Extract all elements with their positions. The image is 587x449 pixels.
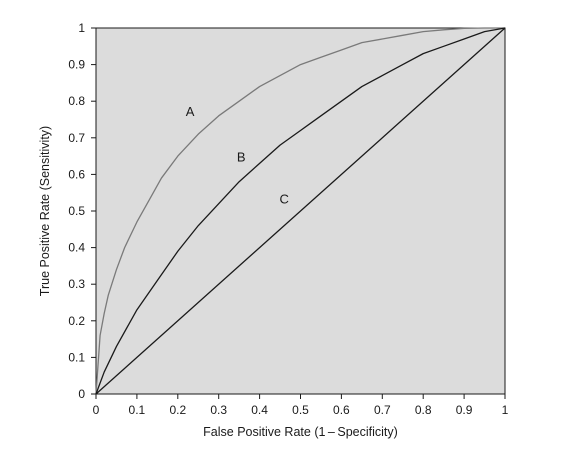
y-tick-label: 1	[78, 21, 85, 35]
series-curve-a	[95, 27, 505, 395]
x-tick-label: 0.4	[251, 403, 268, 417]
x-axis: 0 0.1 0.2 0.3 0.4 0.5 0.6 0.7 0.8 0.9 1	[93, 394, 509, 417]
y-tick-label: 0.6	[68, 167, 85, 181]
x-tick-label: 0.1	[129, 403, 146, 417]
x-tick-label: 0.2	[169, 403, 186, 417]
x-tick-label: 0.7	[374, 403, 391, 417]
x-tick-label: 0.9	[456, 403, 473, 417]
curve-label-b: B	[237, 150, 246, 165]
y-tick-label: 0.7	[68, 131, 85, 145]
y-tick-label: 0.9	[68, 58, 85, 72]
y-axis-title: True Positive Rate (Sensitivity)	[38, 126, 52, 296]
curve-labels: A B C	[186, 104, 289, 207]
y-tick-label: 0.2	[68, 314, 85, 328]
curves-group	[95, 27, 506, 395]
y-tick-label: 0.1	[68, 350, 85, 364]
x-tick-label: 1	[502, 403, 509, 417]
y-tick-label: 0.3	[68, 277, 85, 291]
series-curve-b	[95, 27, 506, 395]
x-tick-label: 0	[93, 403, 100, 417]
x-axis-title: False Positive Rate (1 – Specificity)	[203, 425, 398, 439]
x-tick-label: 0.3	[210, 403, 227, 417]
x-tick-label: 0.8	[415, 403, 432, 417]
series-curve-c	[95, 27, 506, 395]
x-tick-label: 0.5	[292, 403, 309, 417]
y-tick-label: 0	[78, 387, 85, 401]
y-tick-label: 0.5	[68, 204, 85, 218]
y-tick-label: 0.8	[68, 94, 85, 108]
y-axis: 0 0.1 0.2 0.3 0.4 0.5 0.6 0.7 0.8 0.9 1	[68, 21, 96, 401]
curve-label-a: A	[186, 104, 195, 119]
x-tick-label: 0.6	[333, 403, 350, 417]
curve-label-c: C	[279, 192, 288, 207]
y-tick-label: 0.4	[68, 241, 85, 255]
